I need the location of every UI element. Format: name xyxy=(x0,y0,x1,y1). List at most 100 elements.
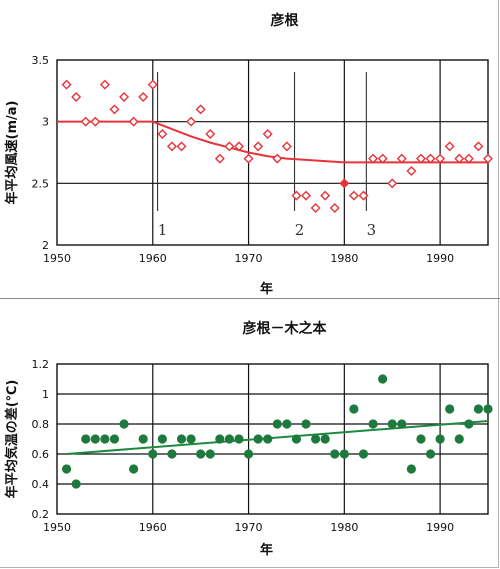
chart-2: 彦根－木之本 1950 1960 1970 1980 1990 0.2 0.4 0.6 0.8 1 1… xyxy=(4,320,493,558)
data-point xyxy=(157,129,168,139)
data-point xyxy=(425,449,436,459)
x-tick-label: 1960 xyxy=(139,521,167,534)
y-tick-label: 0.4 xyxy=(32,478,50,491)
y-axis-label: 年平均風速(m/a) xyxy=(4,101,20,205)
data-point xyxy=(348,190,359,201)
data-point xyxy=(425,153,436,164)
data-point xyxy=(167,449,177,459)
data-point xyxy=(282,419,292,429)
data-point xyxy=(387,419,397,429)
x-tick-label: 1950 xyxy=(43,521,71,534)
x-tick-label: 1990 xyxy=(426,252,454,265)
trend-line xyxy=(57,120,488,164)
data-point xyxy=(166,141,177,152)
data-point xyxy=(473,404,484,414)
data-point xyxy=(358,190,369,201)
data-point xyxy=(119,419,129,429)
data-point xyxy=(281,141,292,152)
data-point xyxy=(416,434,426,444)
data-point xyxy=(415,153,426,164)
data-point xyxy=(349,404,359,414)
data-point xyxy=(253,434,263,444)
data-point xyxy=(454,153,465,164)
data-point xyxy=(176,434,187,444)
y-tick-label: 1.2 xyxy=(32,358,50,371)
data-point xyxy=(368,153,379,164)
data-point xyxy=(377,153,388,164)
chart-title: 彦根 xyxy=(271,12,300,29)
data-point xyxy=(138,92,149,102)
breakpoint-label: 3 xyxy=(367,221,377,239)
data-point xyxy=(445,404,455,414)
data-point xyxy=(71,92,82,102)
chart-1: 彦根 1950 1960 1970 1980 1990 2 2.5 3 3.5 年 年平均風速(m/a… xyxy=(4,12,493,297)
y-tick-label: 0.6 xyxy=(32,448,50,461)
y-tick-label: 0.8 xyxy=(32,418,50,431)
plot-area xyxy=(56,59,489,246)
data-point xyxy=(100,434,110,444)
data-point xyxy=(368,419,378,429)
data-point xyxy=(109,434,120,444)
data-point xyxy=(329,203,340,213)
data-point xyxy=(464,419,474,429)
y-tick-label: 3 xyxy=(42,116,49,129)
x-tick-label: 1970 xyxy=(235,252,263,265)
data-point xyxy=(387,178,398,189)
data-point xyxy=(483,153,493,164)
data-point xyxy=(406,166,417,176)
data-point xyxy=(301,190,312,201)
data-point xyxy=(196,449,206,459)
data-point xyxy=(272,419,282,429)
data-point xyxy=(262,129,273,139)
data-point xyxy=(311,434,321,444)
data-point xyxy=(129,464,139,474)
data-point xyxy=(128,116,139,127)
data-point xyxy=(243,449,254,459)
data-point xyxy=(195,104,206,115)
data-point xyxy=(176,141,187,152)
data-point xyxy=(291,190,302,201)
data-point xyxy=(215,434,225,444)
data-point xyxy=(61,464,72,474)
panel-separator xyxy=(0,298,500,299)
x-tick-label: 1990 xyxy=(426,521,454,534)
y-tick-label: 3.5 xyxy=(32,54,50,67)
data-point xyxy=(463,153,474,164)
x-axis-label: 年 xyxy=(260,281,273,297)
data-point xyxy=(119,92,130,102)
data-point xyxy=(234,434,244,444)
data-point xyxy=(81,434,91,444)
x-tick-label: 1960 xyxy=(139,252,167,265)
y-tick-label: 1 xyxy=(42,388,49,401)
data-point xyxy=(80,116,91,127)
breakpoint-label: 1 xyxy=(158,221,168,239)
data-point xyxy=(272,153,283,164)
data-point xyxy=(147,79,158,90)
data-point xyxy=(138,434,148,444)
data-point xyxy=(396,153,407,164)
data-point xyxy=(186,116,197,127)
breakpoint-label: 2 xyxy=(295,221,305,239)
data-point xyxy=(435,153,446,164)
trend-line xyxy=(66,420,489,455)
data-point xyxy=(205,129,216,139)
data-point xyxy=(205,449,215,459)
data-point xyxy=(71,479,81,489)
data-point xyxy=(358,449,369,459)
x-tick-label: 1980 xyxy=(330,521,358,534)
data-point xyxy=(224,141,235,152)
data-point xyxy=(397,419,407,429)
data-point xyxy=(263,434,273,444)
data-point xyxy=(320,434,330,444)
chart-title: 彦根－木之本 xyxy=(243,320,328,337)
data-point xyxy=(109,104,120,115)
data-point xyxy=(61,79,72,90)
data-point xyxy=(90,434,100,444)
data-point xyxy=(378,374,388,384)
data-point xyxy=(243,153,254,164)
data-point xyxy=(473,141,484,152)
data-point xyxy=(444,141,455,152)
